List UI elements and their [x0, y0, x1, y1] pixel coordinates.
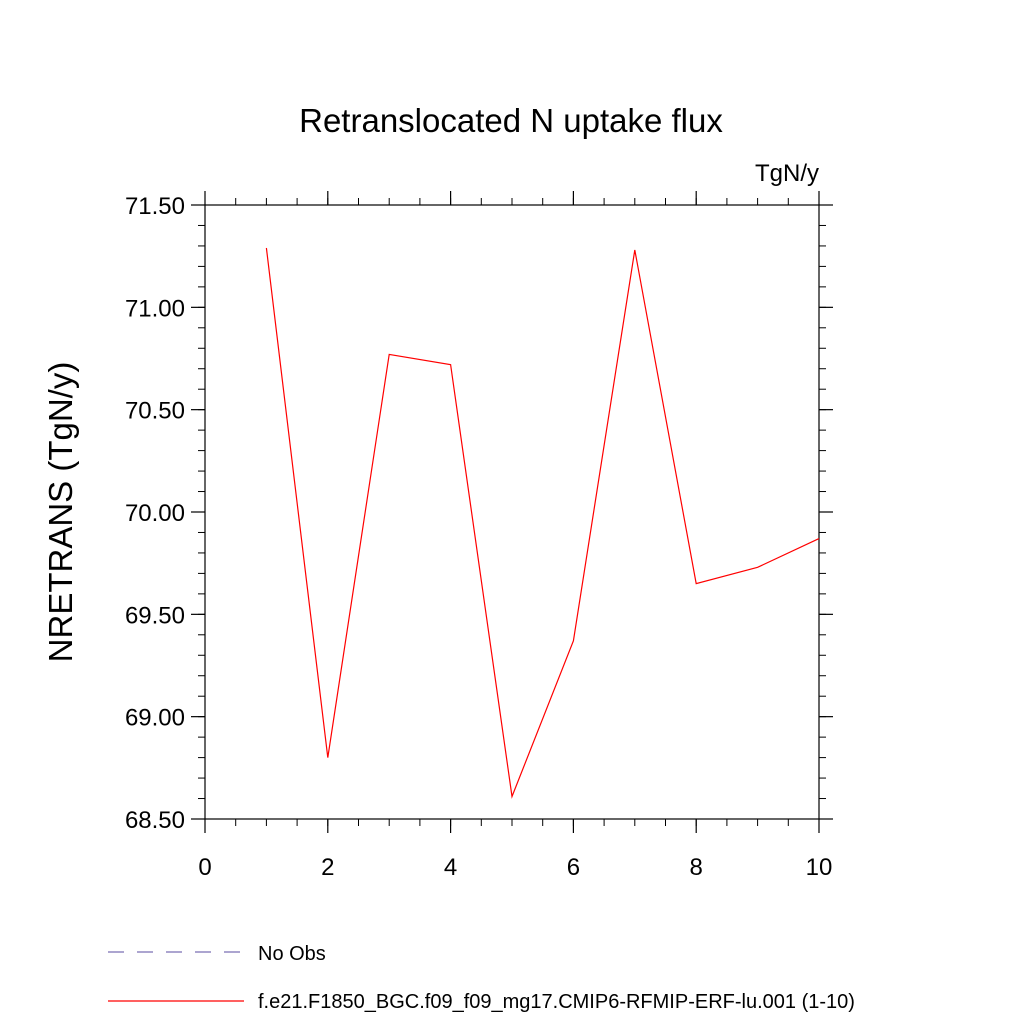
- legend-label-no-obs: No Obs: [258, 943, 326, 965]
- axis-ticks: [191, 191, 833, 833]
- y-tick-label: 68.50: [125, 807, 185, 834]
- legend-label-model-run: f.e21.F1850_BGC.f09_f09_mg17.CMIP6-RFMIP…: [258, 991, 855, 1013]
- y-tick-label: 71.00: [125, 295, 185, 322]
- y-tick-label: 69.50: [125, 602, 185, 629]
- x-tick-label: 10: [806, 854, 833, 881]
- x-tick-label: 8: [690, 854, 703, 881]
- y-tick-label: 70.00: [125, 500, 185, 527]
- x-tick-labels: 0 2 4 6 8 10: [198, 854, 832, 881]
- series-layer: [265, 247, 820, 799]
- y-tick-label: 71.50: [125, 193, 185, 220]
- y-tick-label: 69.00: [125, 705, 185, 732]
- chart-title: Retranslocated N uptake flux: [299, 102, 723, 139]
- x-tick-label: 0: [198, 854, 211, 881]
- y-tick-labels: 68.50 69.00 69.50 70.00 70.50 71.00 71.50: [125, 193, 185, 834]
- x-tick-label: 2: [321, 854, 334, 881]
- y-axis-title: NRETRANS (TgN/y): [42, 362, 79, 663]
- series-line-0: [265, 247, 820, 799]
- x-tick-label: 4: [444, 854, 457, 881]
- plot-frame: [204, 204, 820, 820]
- legend: No Obs f.e21.F1850_BGC.f09_f09_mg17.CMIP…: [108, 943, 855, 1013]
- units-label: TgN/y: [755, 160, 819, 187]
- y-tick-label: 70.50: [125, 398, 185, 425]
- x-tick-label: 6: [567, 854, 580, 881]
